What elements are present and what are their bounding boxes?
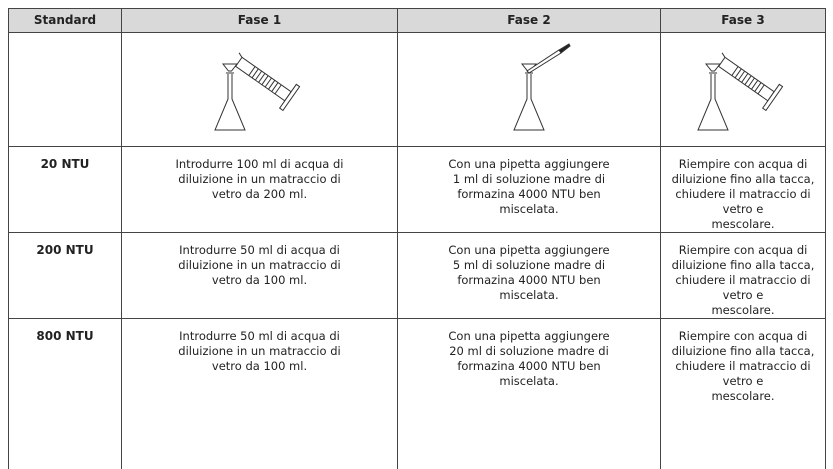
step-text-line: Con una pipetta aggiungere [398, 243, 660, 258]
step-text-line: 5 ml di soluzione madre di [398, 258, 660, 273]
step-text-line: chiudere il matraccio di vetro e [661, 359, 825, 389]
step-text-line: miscelata. [398, 374, 660, 389]
step-text-line: vetro da 200 ml. [122, 187, 397, 202]
header-cell: Fase 3 [661, 9, 826, 33]
flask-cylinder-icon [693, 42, 793, 137]
step-text-line: mescolare. [661, 217, 825, 232]
standard-cell: 200 NTU [9, 233, 122, 319]
step-text-line: Introdurre 50 ml di acqua di [122, 329, 397, 344]
step-text-line: diluizione in un matraccio di [122, 258, 397, 273]
step-text-line: diluizione fino alla tacca, [661, 344, 825, 359]
step-text-line: Riempire con acqua di [661, 157, 825, 172]
step-text-line: mescolare. [661, 389, 825, 404]
step-text-line: Riempire con acqua di [661, 243, 825, 258]
step-text-line: formazina 4000 NTU ben [398, 187, 660, 202]
step-text-line: Con una pipetta aggiungere [398, 157, 660, 172]
step-text-line: diluizione in un matraccio di [122, 344, 397, 359]
step-text-line: Introdurre 100 ml di acqua di [122, 157, 397, 172]
flask-pipette-icon [479, 42, 579, 137]
illustration-row [9, 33, 826, 147]
step-text-line: chiudere il matraccio di vetro e [661, 273, 825, 303]
illustration-cell [398, 33, 661, 147]
header-cell: Standard [9, 9, 122, 33]
illustration-cell [122, 33, 398, 147]
page: Standard Fase 1 Fase 2 Fase 3 [0, 0, 833, 436]
step-text-line: Con una pipetta aggiungere [398, 329, 660, 344]
step-text-line: 1 ml di soluzione madre di [398, 172, 660, 187]
dilution-table: Standard Fase 1 Fase 2 Fase 3 [8, 8, 826, 469]
step-text-line: Riempire con acqua di [661, 329, 825, 344]
step-text-line: diluizione fino alla tacca, [661, 172, 825, 187]
step-text-line: formazina 4000 NTU ben [398, 359, 660, 374]
illustration-cell [661, 33, 826, 147]
step-text-line: formazina 4000 NTU ben [398, 273, 660, 288]
empty-cell [9, 33, 122, 147]
step-text-line: miscelata. [398, 288, 660, 303]
step-text-line: Introdurre 50 ml di acqua di [122, 243, 397, 258]
header-cell: Fase 2 [398, 9, 661, 33]
step-text-line: vetro da 100 ml. [122, 359, 397, 374]
step-text-line: diluizione in un matraccio di [122, 172, 397, 187]
header-row: Standard Fase 1 Fase 2 Fase 3 [9, 9, 826, 33]
step-text-line: diluizione fino alla tacca, [661, 258, 825, 273]
step-text-line: chiudere il matraccio di vetro e [661, 187, 825, 217]
standard-cell: 800 NTU [9, 319, 122, 469]
step-text-line: 20 ml di soluzione madre di [398, 344, 660, 359]
step-text-line: mescolare. [661, 303, 825, 318]
step-text-line: vetro da 100 ml. [122, 273, 397, 288]
step-text-line: miscelata. [398, 202, 660, 217]
header-cell: Fase 1 [122, 9, 398, 33]
standard-cell: 20 NTU [9, 147, 122, 233]
flask-cylinder-icon [210, 42, 310, 137]
